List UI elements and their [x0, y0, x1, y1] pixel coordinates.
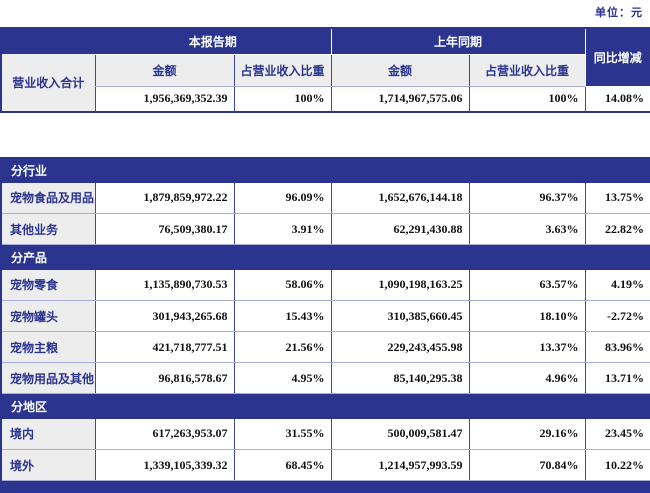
pct-prior: 13.37% — [468, 331, 585, 363]
total-amount-current: 1,956,369,352.39 — [94, 86, 234, 113]
row-label: 宠物食品及用品 — [1, 182, 95, 214]
row-label: 宠物主粮 — [1, 331, 95, 363]
yoy-change: 13.71% — [584, 362, 650, 394]
subheader-amount-current: 金额 — [94, 53, 234, 87]
pct-current: 96.09% — [233, 182, 331, 214]
pct-current: 3.91% — [233, 213, 331, 245]
revenue-summary-table: 本报告期 上年同期 同比增减 营业收入合计 金额 占营业收入比重 金额 占营业收… — [0, 27, 650, 113]
subheader-amount-prior: 金额 — [330, 53, 470, 87]
truncated-section-bar — [1, 480, 650, 493]
pct-current: 68.45% — [233, 449, 331, 481]
pct-prior: 70.84% — [468, 449, 585, 481]
amount-prior: 1,652,676,144.18 — [330, 182, 469, 214]
header-yoy-change: 同比增减 — [584, 28, 650, 86]
amount-prior: 1,090,198,163.25 — [330, 269, 469, 301]
amount-current: 1,879,859,972.22 — [94, 182, 234, 214]
amount-prior: 62,291,430.88 — [330, 213, 469, 245]
pct-prior: 96.37% — [468, 182, 585, 214]
total-pct-current: 100% — [233, 86, 332, 113]
amount-prior: 500,009,581.47 — [330, 418, 469, 450]
yoy-change: 4.19% — [584, 269, 650, 301]
pct-prior: 29.16% — [468, 418, 585, 450]
amount-prior: 85,140,295.38 — [330, 362, 469, 394]
row-label: 宠物零食 — [1, 269, 95, 301]
pct-current: 4.95% — [233, 362, 331, 394]
row-label: 其他业务 — [1, 213, 95, 245]
table-row: 宠物罐头 301,943,265.68 15.43% 310,385,660.4… — [1, 300, 650, 332]
amount-current: 421,718,777.51 — [94, 331, 234, 363]
pct-current: 58.06% — [233, 269, 331, 301]
yoy-change: 10.22% — [584, 449, 650, 481]
pct-prior: 3.63% — [468, 213, 585, 245]
amount-current: 96,816,578.67 — [94, 362, 234, 394]
table-row: 宠物用品及其他 96,816,578.67 4.95% 85,140,295.3… — [1, 362, 650, 394]
table-row: 境内 617,263,953.07 31.55% 500,009,581.47 … — [1, 418, 650, 450]
pct-current: 15.43% — [233, 300, 331, 332]
table-row: 其他业务 76,509,380.17 3.91% 62,291,430.88 3… — [1, 213, 650, 245]
section-header-by-region: 分地区 — [1, 393, 650, 419]
total-amount-prior: 1,714,967,575.06 — [330, 86, 470, 113]
amount-current: 1,339,105,339.32 — [94, 449, 234, 481]
section-header-by-industry: 分行业 — [1, 157, 650, 183]
header-corner-cell — [1, 28, 95, 54]
section-header-by-product: 分产品 — [1, 244, 650, 270]
amount-prior: 1,214,957,993.59 — [330, 449, 469, 481]
pct-current: 31.55% — [233, 418, 331, 450]
yoy-change: 23.45% — [584, 418, 650, 450]
row-label: 宠物罐头 — [1, 300, 95, 332]
pct-prior: 18.10% — [468, 300, 585, 332]
amount-prior: 310,385,660.45 — [330, 300, 469, 332]
yoy-change: -2.72% — [584, 300, 650, 332]
table-row: 宠物零食 1,135,890,730.53 58.06% 1,090,198,1… — [1, 269, 650, 301]
subheader-pct-prior: 占营业收入比重 — [468, 53, 586, 87]
amount-current: 617,263,953.07 — [94, 418, 234, 450]
pct-prior: 63.57% — [468, 269, 585, 301]
total-yoy: 14.08% — [584, 86, 650, 113]
header-prior-period: 上年同期 — [330, 28, 586, 54]
subheader-pct-current: 占营业收入比重 — [233, 53, 332, 87]
header-current-period: 本报告期 — [95, 28, 332, 54]
pct-current: 21.56% — [233, 331, 331, 363]
table-row: 宠物食品及用品 1,879,859,972.22 96.09% 1,652,67… — [1, 182, 650, 214]
table-row: 境外 1,339,105,339.32 68.45% 1,214,957,993… — [1, 449, 650, 481]
unit-label: 单位：元 — [595, 7, 643, 19]
yoy-change: 13.75% — [584, 182, 650, 214]
row-label: 境外 — [1, 449, 95, 481]
pct-prior: 4.96% — [468, 362, 585, 394]
yoy-change: 22.82% — [584, 213, 650, 245]
row-label: 宠物用品及其他 — [1, 362, 95, 394]
row-label: 境内 — [1, 418, 95, 450]
amount-current: 301,943,265.68 — [94, 300, 234, 332]
total-revenue-label: 营业收入合计 — [1, 54, 95, 113]
table-row: 宠物主粮 421,718,777.51 21.56% 229,243,455.9… — [1, 331, 650, 363]
revenue-breakdown-table: 分行业 宠物食品及用品 1,879,859,972.22 96.09% 1,65… — [0, 157, 650, 493]
amount-prior: 229,243,455.98 — [330, 331, 469, 363]
yoy-change: 83.96% — [584, 331, 650, 363]
amount-current: 1,135,890,730.53 — [94, 269, 234, 301]
amount-current: 76,509,380.17 — [94, 213, 234, 245]
total-pct-prior: 100% — [468, 86, 586, 113]
